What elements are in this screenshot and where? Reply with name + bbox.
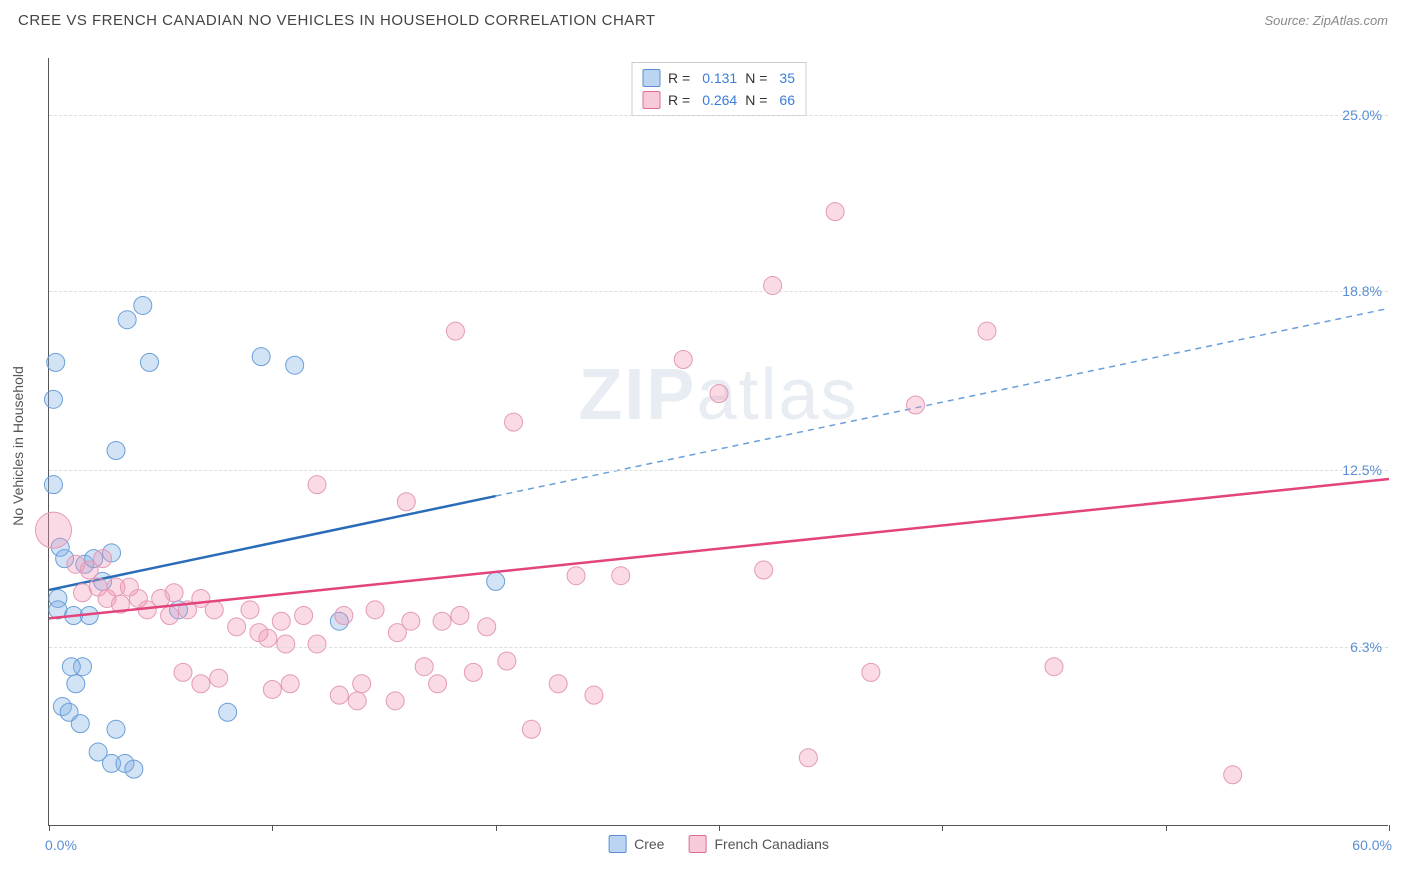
data-point <box>487 572 505 590</box>
data-point <box>433 612 451 630</box>
data-point <box>118 311 136 329</box>
data-point <box>505 413 523 431</box>
data-point <box>161 607 179 625</box>
gridline <box>49 647 1388 648</box>
data-point <box>241 601 259 619</box>
data-point <box>366 601 384 619</box>
data-point <box>799 749 817 767</box>
data-point <box>446 322 464 340</box>
trend-line-extrapolated <box>496 308 1389 496</box>
data-point <box>415 658 433 676</box>
chart-area: ZIPatlas R = 0.131 N = 35 R = 0.264 N = … <box>48 58 1388 826</box>
x-tick <box>272 825 273 831</box>
data-point <box>44 476 62 494</box>
data-point <box>674 351 692 369</box>
data-point <box>277 635 295 653</box>
data-point <box>272 612 290 630</box>
swatch-blue-icon <box>608 835 626 853</box>
data-point <box>295 607 313 625</box>
data-point <box>252 348 270 366</box>
data-point <box>259 629 277 647</box>
gridline <box>49 291 1388 292</box>
data-point <box>429 675 447 693</box>
data-point <box>451 607 469 625</box>
legend-label: French Canadians <box>714 836 828 852</box>
data-point <box>281 675 299 693</box>
data-point <box>710 385 728 403</box>
x-tick <box>942 825 943 831</box>
data-point <box>498 652 516 670</box>
data-point <box>478 618 496 636</box>
data-point <box>397 493 415 511</box>
data-point <box>755 561 773 579</box>
data-point <box>67 675 85 693</box>
data-point <box>205 601 223 619</box>
chart-title: CREE VS FRENCH CANADIAN NO VEHICLES IN H… <box>18 12 656 29</box>
data-point <box>308 635 326 653</box>
data-point <box>107 442 125 460</box>
data-point <box>165 584 183 602</box>
data-point <box>228 618 246 636</box>
swatch-pink-icon <box>688 835 706 853</box>
data-point <box>330 686 348 704</box>
data-point <box>978 322 996 340</box>
data-point <box>549 675 567 693</box>
data-point <box>107 720 125 738</box>
x-tick <box>1389 825 1390 831</box>
series-legend: Cree French Canadians <box>608 835 829 853</box>
data-point <box>348 692 366 710</box>
data-point <box>862 663 880 681</box>
data-point <box>567 567 585 585</box>
scatter-plot <box>49 58 1388 825</box>
data-point <box>35 512 71 548</box>
x-tick <box>719 825 720 831</box>
x-axis-max-label: 60.0% <box>1352 837 1392 853</box>
source-label: Source: ZipAtlas.com <box>1264 13 1388 28</box>
data-point <box>612 567 630 585</box>
data-point <box>1224 766 1242 784</box>
data-point <box>402 612 420 630</box>
data-point <box>71 715 89 733</box>
data-point <box>263 680 281 698</box>
y-axis-label: No Vehicles in Household <box>10 366 26 526</box>
y-tick-label: 25.0% <box>1342 107 1382 123</box>
data-point <box>62 658 80 676</box>
data-point <box>907 396 925 414</box>
y-tick-label: 12.5% <box>1342 462 1382 478</box>
data-point <box>286 356 304 374</box>
data-point <box>464 663 482 681</box>
data-point <box>94 550 112 568</box>
data-point <box>826 203 844 221</box>
legend-item-cree: Cree <box>608 835 664 853</box>
gridline <box>49 115 1388 116</box>
x-axis-min-label: 0.0% <box>45 837 77 853</box>
legend-item-french: French Canadians <box>688 835 828 853</box>
data-point <box>219 703 237 721</box>
x-tick <box>1166 825 1167 831</box>
data-point <box>174 663 192 681</box>
data-point <box>210 669 228 687</box>
header: CREE VS FRENCH CANADIAN NO VEHICLES IN H… <box>0 0 1406 37</box>
data-point <box>192 675 210 693</box>
data-point <box>141 353 159 371</box>
x-tick <box>496 825 497 831</box>
data-point <box>353 675 371 693</box>
data-point <box>134 296 152 314</box>
data-point <box>335 607 353 625</box>
data-point <box>44 390 62 408</box>
y-tick-label: 6.3% <box>1350 639 1382 655</box>
gridline <box>49 470 1388 471</box>
data-point <box>308 476 326 494</box>
data-point <box>522 720 540 738</box>
y-tick-label: 18.8% <box>1342 283 1382 299</box>
data-point <box>386 692 404 710</box>
data-point <box>585 686 603 704</box>
trend-line <box>49 496 496 590</box>
data-point <box>47 353 65 371</box>
data-point <box>1045 658 1063 676</box>
legend-label: Cree <box>634 836 664 852</box>
x-tick <box>49 825 50 831</box>
data-point <box>125 760 143 778</box>
